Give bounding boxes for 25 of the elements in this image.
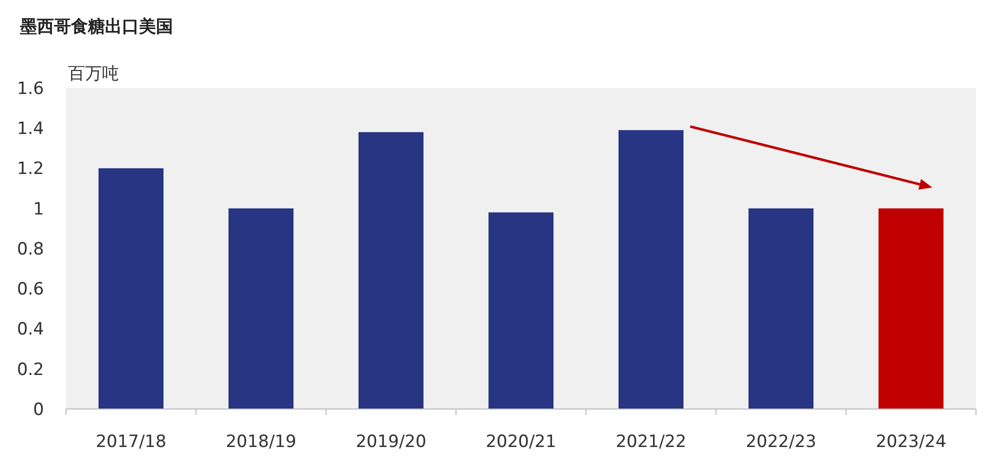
x-tick-label: 2023/24 bbox=[876, 432, 946, 452]
bar bbox=[228, 208, 294, 409]
y-tick-label: 0.2 bbox=[16, 360, 44, 380]
y-tick-label: 0.8 bbox=[16, 239, 44, 260]
bar bbox=[878, 208, 944, 409]
y-tick-label: 1.4 bbox=[16, 119, 44, 140]
bar bbox=[618, 130, 684, 409]
x-tick-label: 2020/21 bbox=[486, 432, 556, 452]
bar bbox=[358, 132, 424, 409]
bar bbox=[98, 168, 164, 409]
x-tick-label: 2022/23 bbox=[746, 432, 816, 452]
x-tick-label: 2021/22 bbox=[616, 432, 686, 452]
x-tick-label: 2017/18 bbox=[96, 432, 166, 452]
y-tick-label: 0.6 bbox=[16, 280, 44, 300]
y-tick-label: 1.6 bbox=[16, 78, 44, 99]
y-tick-label: 0 bbox=[33, 400, 44, 420]
chart-title: 墨西哥食糖出口美国 bbox=[19, 17, 173, 36]
x-tick-label: 2018/19 bbox=[226, 432, 296, 452]
y-tick-label: 1 bbox=[33, 199, 44, 220]
y-axis-title: 百万吨 bbox=[68, 64, 119, 84]
bar bbox=[748, 208, 814, 409]
bar bbox=[488, 212, 554, 409]
y-tick-label: 1.2 bbox=[16, 159, 44, 180]
y-tick-label: 0.4 bbox=[16, 320, 44, 340]
x-tick-label: 2019/20 bbox=[356, 432, 426, 452]
